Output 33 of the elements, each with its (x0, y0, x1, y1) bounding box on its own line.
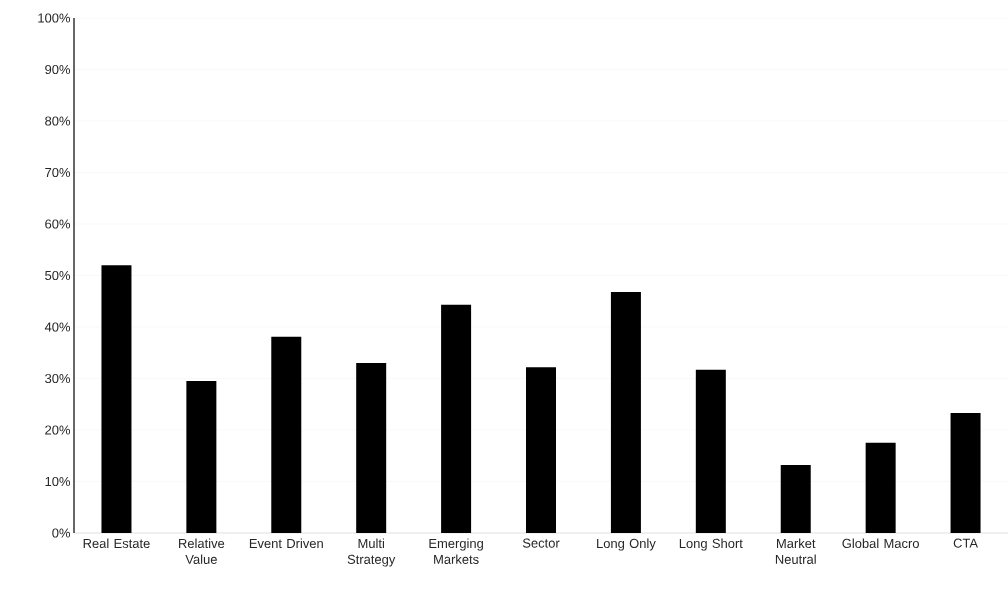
x-tick-label: Global Macro (842, 538, 919, 549)
y-tick-label: 90% (45, 64, 71, 75)
bar (780, 465, 811, 533)
y-tick-label: 60% (45, 219, 71, 229)
x-tick-label: Emerging Markets (429, 538, 483, 564)
bar (101, 265, 132, 533)
bar (695, 369, 726, 533)
y-tick-label: 100% (38, 13, 71, 23)
bar (950, 412, 981, 533)
y-tick-label: 80% (45, 116, 71, 126)
x-tick-label: Relative Value (179, 538, 225, 564)
bar (186, 381, 217, 533)
bar (610, 291, 641, 533)
x-tick-label: Event Driven (249, 538, 323, 549)
y-tick-label: 20% (45, 425, 71, 435)
x-tick-label: Sector (522, 538, 560, 548)
bar (441, 304, 472, 533)
y-tick-label: 50% (45, 270, 71, 281)
bar (356, 363, 387, 533)
y-tick-label: 10% (45, 476, 71, 487)
x-tick-label: Long Short (679, 538, 743, 551)
x-tick-label: Multi Strategy (347, 538, 396, 567)
x-tick-label: Market Neutral (775, 538, 816, 564)
bar (865, 442, 896, 533)
bar (526, 367, 557, 533)
y-tick-label: 70% (45, 167, 71, 178)
y-tick-label: 40% (44, 322, 71, 332)
x-tick-label: Real Estate (83, 538, 150, 549)
x-tick-label: CTA (953, 538, 978, 548)
bar (271, 336, 302, 533)
y-tick-label: 0% (52, 528, 71, 538)
x-tick-label: Long Only (597, 538, 656, 551)
y-tick-label: 30% (45, 373, 71, 384)
